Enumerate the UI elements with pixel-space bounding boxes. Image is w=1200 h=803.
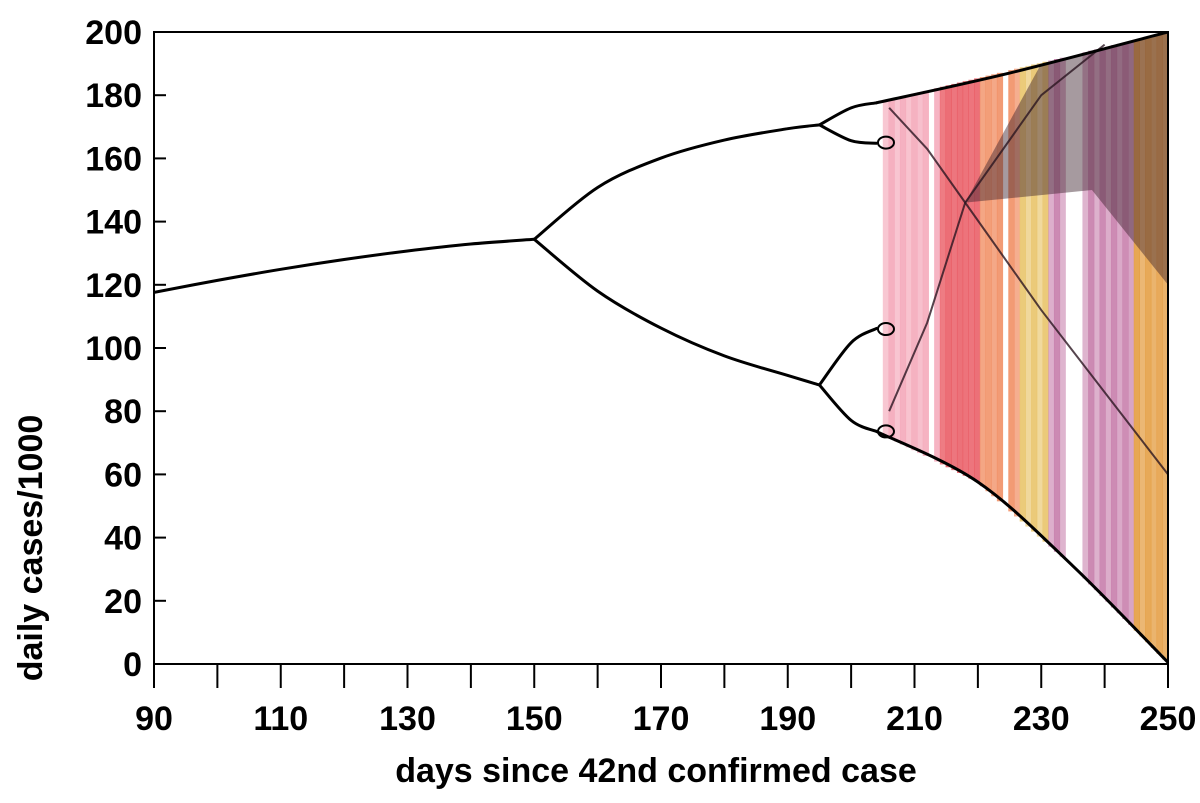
chaos-band bbox=[985, 75, 992, 492]
chaos-band bbox=[905, 95, 912, 448]
x-tick-label: 230 bbox=[1013, 700, 1070, 738]
series-line-2 bbox=[532, 237, 821, 387]
chaos-band bbox=[1042, 61, 1049, 542]
chaos-band bbox=[945, 85, 952, 468]
chaos-band bbox=[1013, 68, 1021, 517]
x-tick-label: 250 bbox=[1140, 700, 1197, 738]
bifurcation-loop bbox=[876, 322, 895, 337]
chaos-band bbox=[962, 81, 969, 476]
chaos-band bbox=[996, 72, 1004, 502]
series-layer bbox=[154, 32, 1168, 664]
chaos-band bbox=[974, 78, 981, 482]
y-tick-label: 0 bbox=[123, 646, 142, 684]
chaos-band bbox=[979, 77, 986, 487]
series-line-5 bbox=[817, 326, 878, 387]
chaos-dark-wedge bbox=[965, 32, 1168, 285]
y-tick-label: 100 bbox=[85, 330, 142, 368]
chaos-band bbox=[1048, 60, 1055, 547]
chaos-band bbox=[1105, 46, 1112, 602]
chaos-band bbox=[956, 82, 964, 473]
chaos-band bbox=[882, 100, 890, 437]
series-line-1 bbox=[532, 123, 821, 241]
chaos-band bbox=[894, 97, 901, 442]
series-line-4 bbox=[817, 123, 878, 145]
chaos-band bbox=[911, 93, 918, 451]
chaotic-region bbox=[882, 32, 1168, 660]
x-tick-label: 130 bbox=[379, 700, 436, 738]
y-tick-label: 40 bbox=[104, 520, 142, 558]
y-tick-label: 200 bbox=[85, 14, 142, 52]
y-tick-label: 80 bbox=[104, 393, 142, 431]
x-tick-label: 150 bbox=[506, 700, 563, 738]
x-tick-label: 210 bbox=[886, 700, 943, 738]
y-tick-label: 180 bbox=[85, 77, 142, 115]
x-tick-label: 110 bbox=[253, 700, 308, 738]
chaos-band bbox=[991, 74, 998, 497]
chaos-band bbox=[899, 96, 907, 445]
chaos-band bbox=[1128, 41, 1135, 625]
series-line-8 bbox=[874, 429, 1168, 664]
chaos-band bbox=[1110, 45, 1118, 608]
y-axis-ticks: 0 20 40 60 80 100 120 140 160 180 200 bbox=[85, 14, 166, 684]
chaos-band bbox=[1150, 35, 1158, 648]
chaos-band bbox=[1145, 36, 1152, 643]
chaos-band bbox=[1122, 42, 1129, 620]
chaos-band bbox=[1059, 57, 1066, 557]
chaos-band bbox=[1139, 38, 1146, 637]
bifurcation-loop bbox=[876, 135, 895, 150]
chaos-band bbox=[1162, 32, 1168, 660]
chaos-band bbox=[888, 99, 895, 439]
chaos-band bbox=[1088, 50, 1095, 585]
series-line-0 bbox=[154, 237, 536, 294]
chaos-band bbox=[1053, 59, 1061, 552]
y-tick-label: 60 bbox=[104, 456, 142, 494]
chaos-band bbox=[1031, 64, 1038, 532]
chaos-band bbox=[1008, 70, 1015, 512]
y-tick-label: 140 bbox=[85, 204, 142, 242]
y-tick-label: 120 bbox=[85, 267, 142, 305]
chaos-band bbox=[1025, 65, 1032, 527]
chaos-band bbox=[968, 79, 975, 479]
chaos-band bbox=[917, 92, 924, 454]
chaos-band bbox=[1099, 47, 1106, 596]
chaos-crossing-curve bbox=[888, 43, 1106, 412]
chaos-band bbox=[1036, 63, 1044, 537]
series-line-3 bbox=[817, 101, 878, 127]
chaos-band bbox=[1116, 43, 1123, 614]
bifurcation-loop bbox=[876, 424, 895, 439]
series-line-6 bbox=[817, 383, 878, 433]
chaos-band bbox=[922, 90, 929, 456]
y-tick-label: 20 bbox=[104, 583, 142, 621]
chaos-band bbox=[1133, 39, 1140, 631]
y-tick-label: 160 bbox=[85, 140, 142, 178]
chaos-band bbox=[1093, 49, 1101, 591]
chaos-band bbox=[1082, 52, 1089, 579]
series-line-7 bbox=[874, 32, 1168, 105]
chaos-band bbox=[1019, 67, 1026, 522]
x-tick-label: 90 bbox=[135, 700, 173, 738]
chaos-band bbox=[934, 88, 941, 462]
chaos-band bbox=[1156, 34, 1163, 654]
y-axis-title: daily cases/1000 bbox=[12, 415, 50, 682]
x-axis-title: days since 42nd confirmed case bbox=[395, 752, 917, 790]
chaos-band bbox=[951, 83, 958, 471]
x-tick-label: 170 bbox=[633, 700, 690, 738]
x-axis-ticks: 90 110 130 150 170 190 210 230 250 bbox=[135, 664, 1196, 738]
x-tick-label: 190 bbox=[759, 700, 816, 738]
